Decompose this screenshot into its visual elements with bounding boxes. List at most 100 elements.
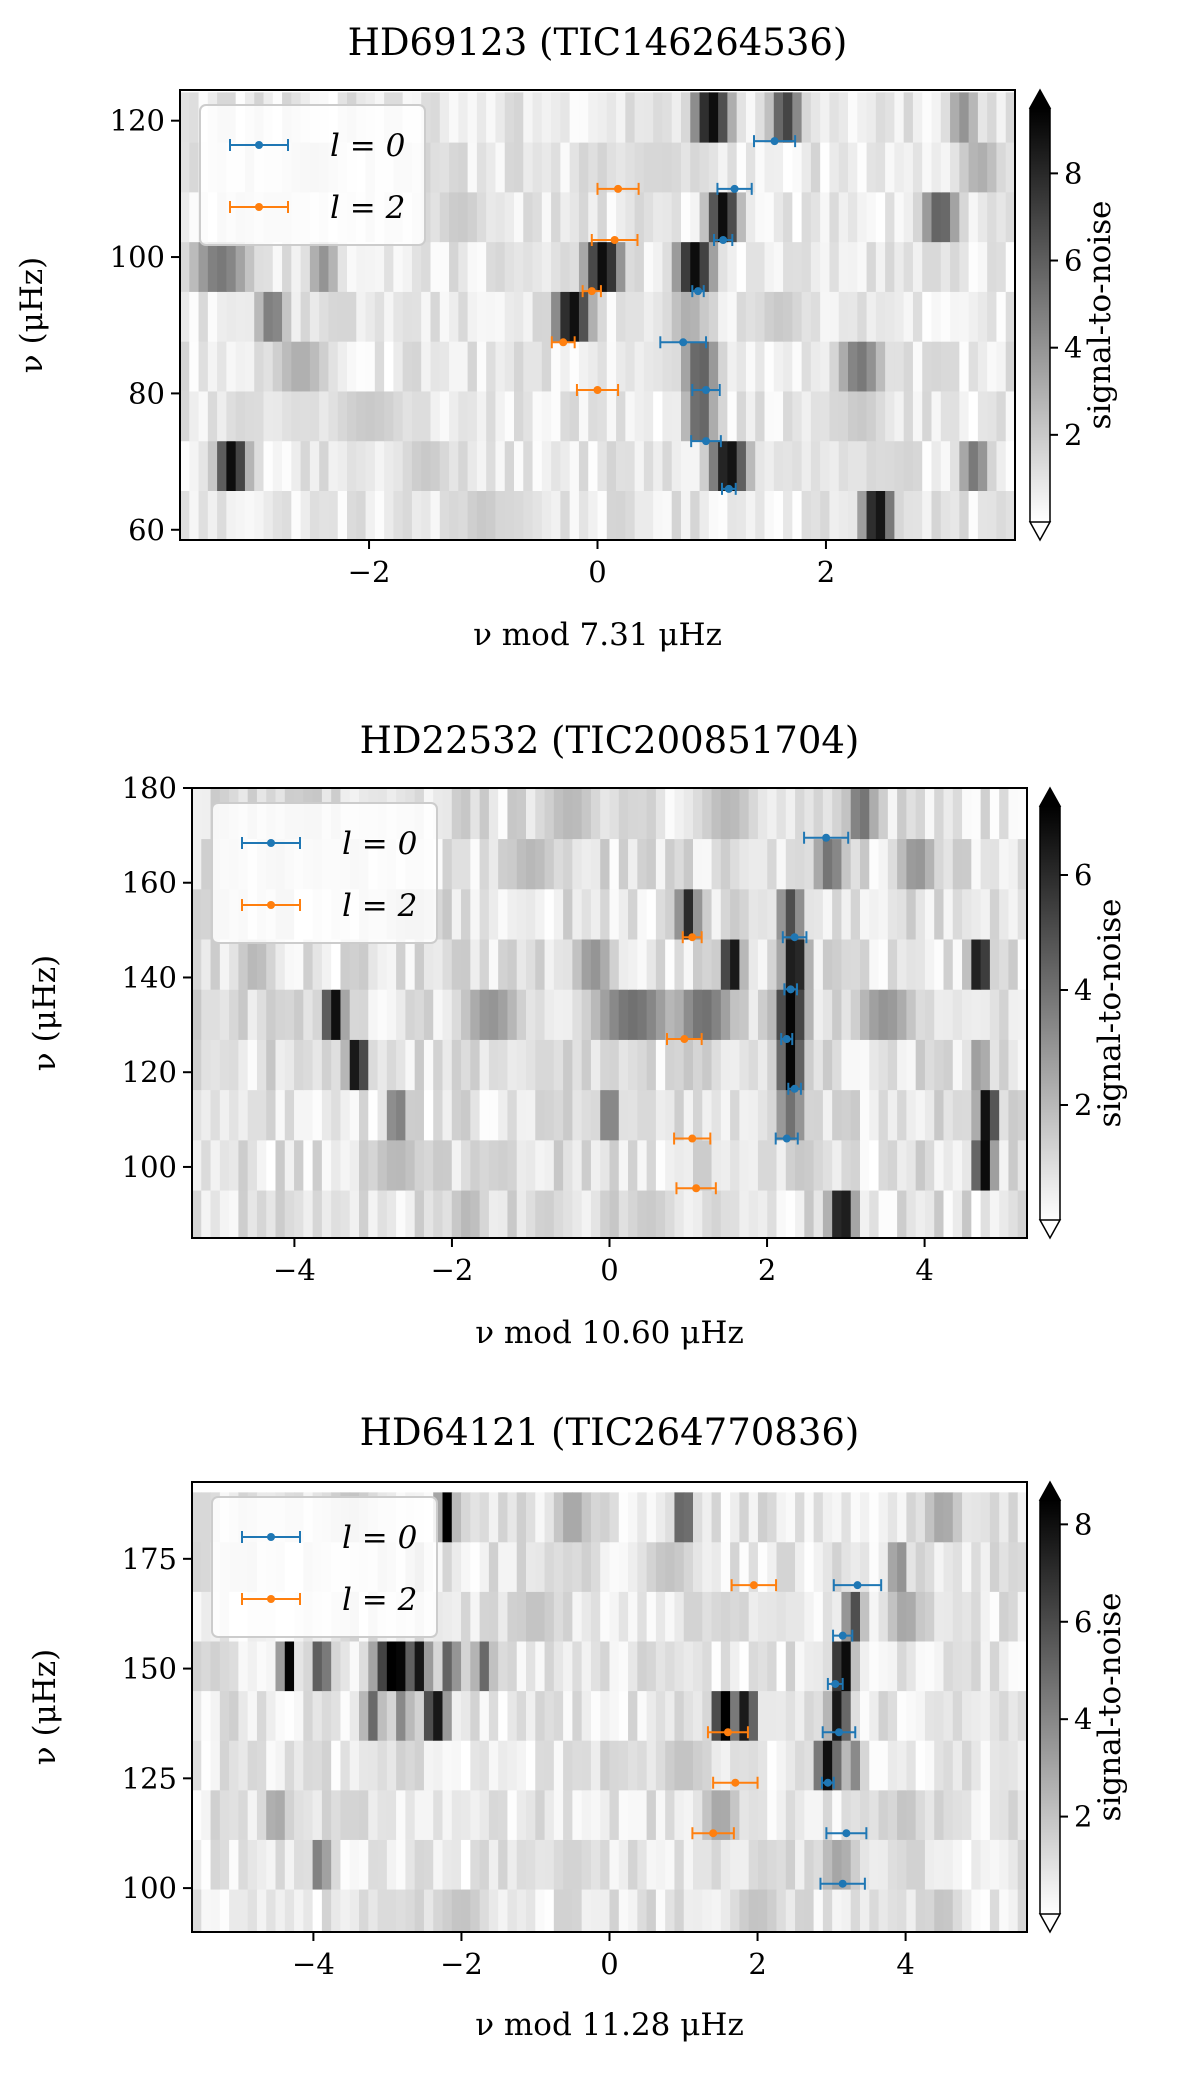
heatmap-cell bbox=[479, 838, 490, 890]
heatmap-cell bbox=[523, 390, 534, 442]
heatmap-cell bbox=[897, 1139, 907, 1191]
heatmap-cell bbox=[210, 1089, 221, 1141]
heatmap-cell bbox=[860, 1492, 870, 1543]
heatmap-cell bbox=[451, 1190, 462, 1238]
heatmap-cell bbox=[1008, 1740, 1019, 1791]
heatmap-cell bbox=[702, 1839, 713, 1890]
heatmap-cell bbox=[730, 788, 740, 840]
heatmap-cell bbox=[875, 440, 886, 492]
heatmap-cell bbox=[757, 1790, 768, 1840]
heatmap-cell bbox=[950, 341, 960, 392]
heatmap-cell bbox=[1017, 888, 1027, 940]
heatmap-cell bbox=[238, 1839, 249, 1890]
heatmap-cell bbox=[405, 1790, 416, 1840]
heatmap-cell bbox=[569, 440, 580, 492]
heatmap-cell bbox=[180, 191, 190, 243]
legend-marker bbox=[267, 1595, 275, 1603]
heatmap-cell bbox=[810, 291, 821, 342]
heatmap-cell bbox=[653, 241, 664, 292]
data-point bbox=[832, 1579, 883, 1592]
heatmap-cell bbox=[321, 1190, 332, 1238]
heatmap-cell bbox=[646, 1492, 657, 1543]
heatmap-cell bbox=[720, 939, 731, 990]
heatmap-cell bbox=[850, 888, 861, 940]
heatmap-cell bbox=[294, 1089, 304, 1141]
heatmap-cell bbox=[321, 1839, 332, 1890]
heatmap-cell bbox=[637, 1740, 648, 1791]
heatmap-cell bbox=[291, 341, 302, 392]
heatmap-cell bbox=[730, 1139, 740, 1191]
heatmap-cell bbox=[300, 291, 311, 342]
heatmap-cell bbox=[451, 1492, 462, 1543]
heatmap-cell bbox=[321, 1790, 332, 1840]
heatmap-cell bbox=[411, 440, 422, 492]
heatmap-cell bbox=[229, 1889, 239, 1932]
heatmap-cell bbox=[878, 1541, 889, 1592]
heatmap-cell bbox=[356, 490, 367, 540]
heatmap-cell bbox=[924, 1740, 935, 1791]
heatmap-cell bbox=[256, 1839, 267, 1890]
heatmap-cell bbox=[720, 1089, 731, 1141]
heatmap-cell bbox=[795, 1740, 805, 1791]
series-l2 bbox=[691, 1579, 778, 1840]
heatmap-cell bbox=[600, 989, 611, 1040]
heatmap-cell bbox=[674, 1839, 685, 1890]
heatmap-cell bbox=[977, 241, 988, 292]
heatmap-cell bbox=[476, 390, 487, 442]
heatmap-cell bbox=[189, 142, 200, 193]
marker bbox=[692, 1184, 701, 1193]
heatmap-cell bbox=[683, 1790, 694, 1840]
heatmap-cell bbox=[999, 989, 1010, 1040]
heatmap-cell bbox=[244, 490, 255, 540]
legend-marker bbox=[255, 141, 263, 149]
heatmap-cell bbox=[643, 191, 654, 243]
heatmap-cell bbox=[924, 1492, 935, 1543]
heatmap-cell bbox=[544, 939, 555, 990]
heatmap-cell bbox=[739, 1541, 750, 1592]
heatmap-cell bbox=[312, 989, 323, 1040]
data-point bbox=[781, 931, 808, 944]
heatmap-cell bbox=[736, 92, 747, 143]
heatmap-cell bbox=[739, 1690, 750, 1741]
marker bbox=[838, 1879, 847, 1888]
heatmap-cell bbox=[606, 291, 617, 342]
heatmap-cell bbox=[848, 241, 858, 292]
heatmap-cell bbox=[999, 1889, 1010, 1932]
heatmap-cell bbox=[284, 989, 295, 1040]
heatmap-cell bbox=[776, 1591, 787, 1642]
heatmap-cell bbox=[1005, 191, 1015, 243]
heatmap-cell bbox=[600, 888, 611, 940]
heatmap-cell bbox=[875, 92, 886, 143]
heatmap-cell bbox=[606, 341, 617, 392]
heatmap-cell bbox=[940, 440, 951, 492]
heatmap-cell bbox=[1017, 1740, 1027, 1791]
heatmap-cell bbox=[924, 1541, 935, 1592]
heatmap-cell bbox=[739, 1889, 750, 1932]
data-point bbox=[721, 482, 737, 495]
heatmap-row bbox=[192, 1039, 1027, 1091]
heatmap-cell bbox=[386, 1790, 397, 1840]
heatmap-cell bbox=[405, 1039, 416, 1091]
heatmap-cell bbox=[711, 1690, 722, 1741]
heatmap-cell bbox=[962, 1641, 972, 1692]
heatmap-cell bbox=[523, 440, 534, 492]
heatmap-cell bbox=[244, 440, 255, 492]
heatmap-cell bbox=[479, 1541, 490, 1592]
heatmap-cell bbox=[535, 838, 546, 890]
heatmap-cell bbox=[767, 1889, 778, 1932]
heatmap-cell bbox=[792, 440, 803, 492]
heatmap-cell bbox=[665, 1591, 676, 1642]
heatmap-cell bbox=[1005, 92, 1015, 143]
heatmap-cell bbox=[433, 1690, 444, 1741]
heatmap-cell bbox=[745, 92, 756, 143]
heatmap-row bbox=[192, 939, 1027, 990]
heatmap-cell bbox=[207, 390, 218, 442]
heatmap-cell bbox=[300, 440, 311, 492]
heatmap-cell bbox=[711, 989, 722, 1040]
heatmap-cell bbox=[887, 1190, 898, 1238]
heatmap-cell bbox=[801, 390, 812, 442]
x-tick-label: 2 bbox=[817, 555, 835, 589]
heatmap-cell bbox=[535, 1190, 546, 1238]
heatmap-cell bbox=[748, 989, 759, 1040]
